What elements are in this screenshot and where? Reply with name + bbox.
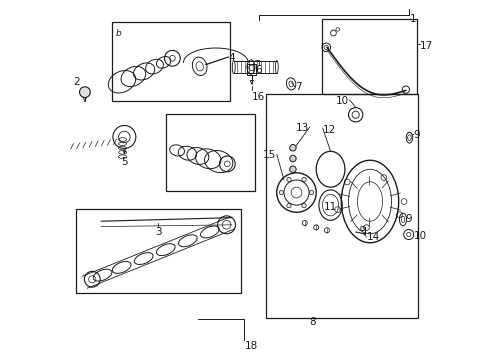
Bar (76, 209, 241, 293)
Circle shape (301, 177, 305, 182)
Bar (247, 64, 255, 75)
Text: 5: 5 (121, 157, 127, 167)
Text: 6: 6 (255, 64, 262, 75)
Text: 1: 1 (408, 14, 415, 24)
Text: 9: 9 (413, 130, 420, 140)
Circle shape (289, 166, 296, 172)
Bar (112, 22, 230, 101)
Circle shape (286, 203, 290, 208)
Text: 12: 12 (322, 125, 335, 135)
Circle shape (279, 190, 283, 195)
Text: 14: 14 (366, 232, 379, 242)
Text: 2: 2 (73, 77, 80, 87)
Text: 3: 3 (155, 227, 162, 237)
Circle shape (80, 87, 90, 98)
Text: 15: 15 (262, 150, 276, 160)
Text: 10: 10 (413, 231, 426, 240)
Text: 11: 11 (323, 202, 337, 212)
Circle shape (289, 155, 296, 162)
Text: 7: 7 (294, 82, 301, 93)
Circle shape (286, 177, 290, 182)
Bar (165, 114, 255, 191)
Text: 13: 13 (295, 123, 308, 133)
Bar (321, 19, 416, 94)
Circle shape (289, 144, 296, 151)
Circle shape (301, 203, 305, 208)
Text: 10: 10 (335, 96, 348, 106)
Circle shape (309, 190, 313, 195)
Text: b: b (115, 29, 121, 38)
Text: 4: 4 (228, 53, 235, 63)
Bar (265, 94, 418, 318)
Text: 8: 8 (309, 317, 315, 327)
Text: 17: 17 (419, 41, 432, 50)
Text: 18: 18 (244, 341, 257, 351)
Text: 9: 9 (405, 215, 411, 224)
Text: 16: 16 (251, 92, 264, 102)
